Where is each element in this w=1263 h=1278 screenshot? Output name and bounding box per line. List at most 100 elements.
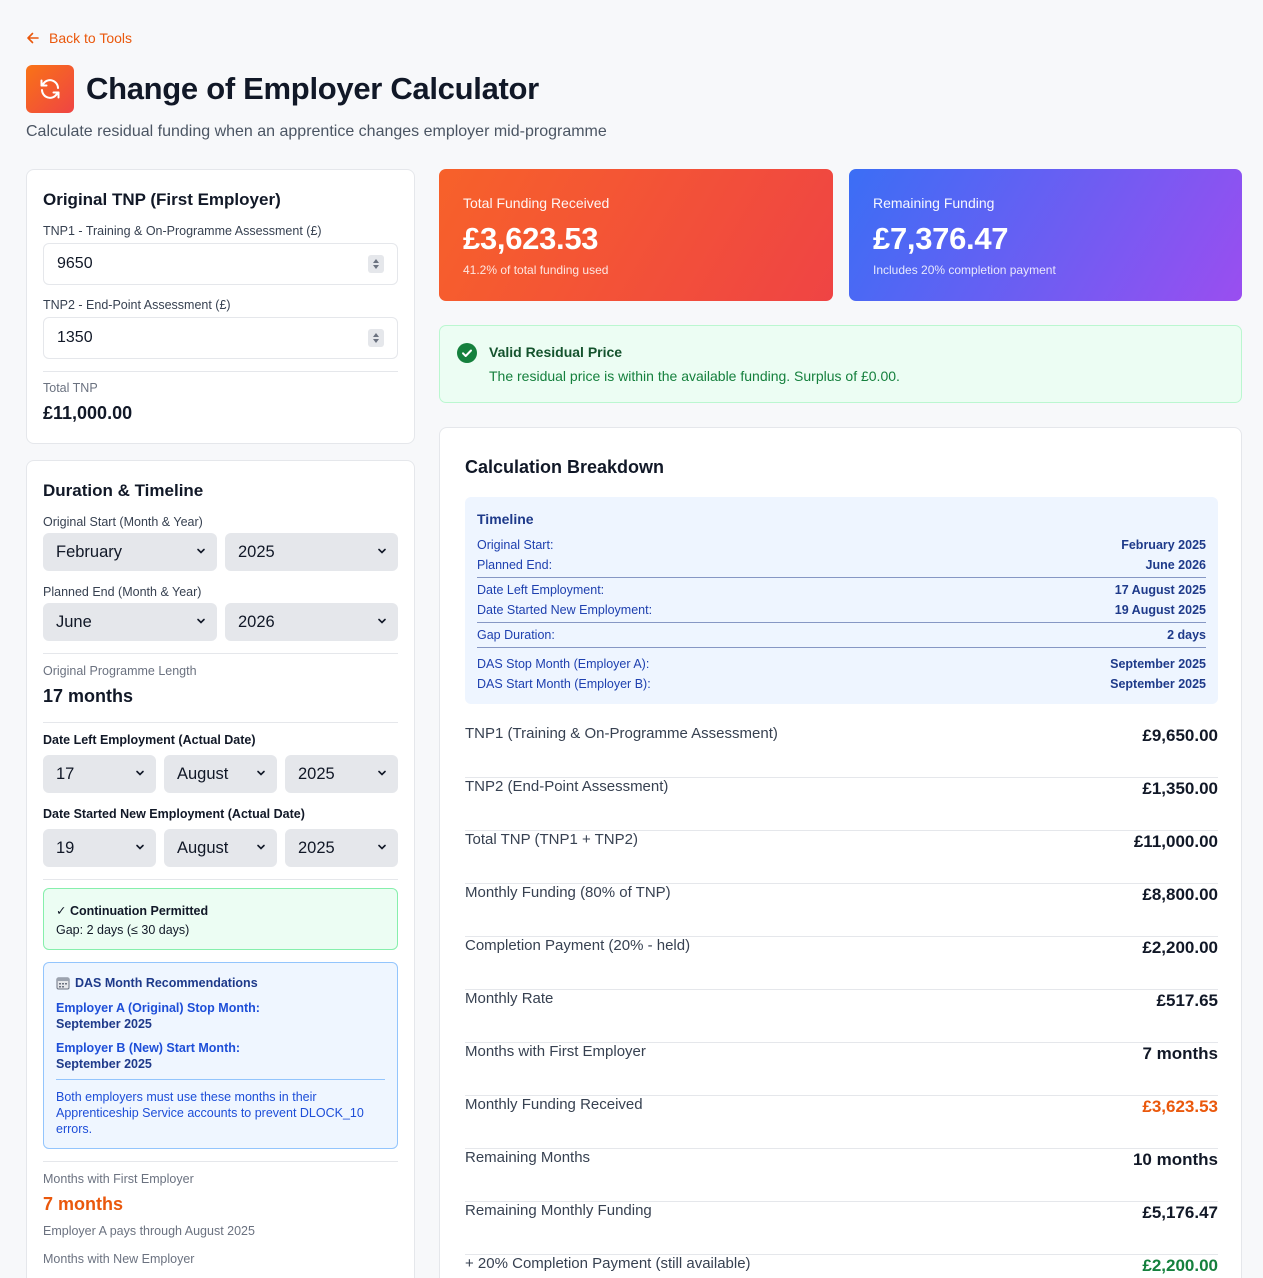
left-month-select[interactable]: August — [164, 755, 277, 793]
length-value: 17 months — [43, 686, 134, 706]
timeline-row: DAS Start Month (Employer B): September 2… — [477, 677, 1206, 691]
total-tnp-value: £11,000.00 — [43, 403, 133, 423]
valid-residual-alert: Valid Residual Price The residual price … — [439, 325, 1242, 403]
breakdown-row-completion-available: + 20% Completion Payment (still availabl… — [465, 1255, 1218, 1275]
divider — [43, 371, 398, 372]
length-label: Original Programme Length — [43, 664, 197, 678]
breakdown-row-funding-received: Monthly Funding Received £3,623.53 — [465, 1096, 1218, 1149]
breakdown-row-monthly-rate: Monthly Rate £517.65 — [465, 990, 1218, 1043]
breakdown-title: Calculation Breakdown — [465, 457, 665, 477]
chevron-down-icon — [378, 618, 386, 624]
duration-card: Duration & Timeline Original Start (Mont… — [26, 460, 415, 1278]
remaining-label: Remaining Funding — [873, 195, 995, 211]
tnp2-input[interactable]: 1350 — [43, 317, 398, 359]
left-month-value: August — [177, 764, 229, 783]
das-note: Both employers must use these months in … — [56, 1090, 364, 1136]
chevron-down-icon — [378, 844, 386, 850]
divider — [43, 722, 398, 723]
months-new-label: Months with New Employer — [43, 1252, 195, 1266]
started-employment-label: Date Started New Employment (Actual Date… — [43, 807, 305, 821]
started-day-select[interactable]: 19 — [43, 829, 156, 867]
breakdown-row-remaining-monthly: Remaining Monthly Funding £5,176.47 — [465, 1202, 1218, 1255]
continuation-title: ✓ Continuation Permitted — [56, 904, 209, 918]
continuation-gap: Gap: 2 days (≤ 30 days) — [56, 923, 190, 937]
chevron-down-icon — [197, 618, 205, 624]
tnp1-label: TNP1 - Training & On-Programme Assessmen… — [43, 224, 322, 238]
received-label: Total Funding Received — [463, 195, 610, 211]
chevron-down-icon — [378, 548, 386, 554]
start-year-value: 2025 — [238, 542, 275, 561]
end-month-value: June — [56, 612, 92, 631]
tnp2-label: TNP2 - End-Point Assessment (£) — [43, 298, 231, 312]
started-month-select[interactable]: August — [164, 829, 277, 867]
breakdown-row-completion-payment: Completion Payment (20% - held) £2,200.00 — [465, 937, 1218, 990]
breakdown-row-total-tnp: Total TNP (TNP1 + TNP2) £11,000.00 — [465, 831, 1218, 884]
start-year-select[interactable]: 2025 — [225, 533, 398, 571]
start-label: Original Start (Month & Year) — [43, 515, 203, 529]
calendar-icon — [56, 977, 70, 990]
timeline-row: Date Left Employment: 17 August 2025 — [477, 583, 1206, 597]
chevron-down-icon — [136, 770, 144, 776]
timeline-box: Timeline Original Start: February 2025 Pl… — [465, 497, 1218, 704]
continuation-box: ✓ Continuation Permitted Gap: 2 days (≤ … — [43, 888, 398, 950]
page-title: Change of Employer Calculator — [86, 71, 539, 106]
received-value: £3,623.53 — [463, 221, 599, 256]
left-year-value: 2025 — [298, 764, 335, 783]
das-b-label: Employer B (New) Start Month: — [56, 1041, 241, 1055]
remaining-sub: Includes 20% completion payment — [873, 263, 1056, 277]
divider — [56, 1079, 385, 1080]
end-year-value: 2026 — [238, 612, 275, 631]
chevron-down-icon — [136, 844, 144, 850]
refresh-icon — [26, 65, 74, 113]
started-year-value: 2025 — [298, 838, 335, 857]
das-a-value: September 2025 — [56, 1017, 152, 1031]
chevron-down-icon — [197, 548, 205, 554]
tnp1-value: 9650 — [57, 255, 93, 272]
breakdown-row-tnp1: TNP1 (Training & On-Programme Assessment… — [465, 725, 1218, 778]
started-day-value: 19 — [56, 838, 75, 857]
tnp1-spinner[interactable] — [368, 255, 384, 273]
total-funding-received-card: Total Funding Received £3,623.53 41.2% o… — [439, 169, 833, 301]
chevron-down-icon — [257, 844, 265, 850]
divider — [477, 622, 1206, 623]
das-recommendations-box: DAS Month Recommendations Employer A (Or… — [43, 962, 398, 1149]
breakdown-row-tnp2: TNP2 (End-Point Assessment) £1,350.00 — [465, 778, 1218, 831]
chevron-down-icon — [378, 770, 386, 776]
timeline-row: Original Start: February 2025 — [477, 538, 1206, 552]
check-circle-icon — [457, 343, 477, 363]
started-month-value: August — [177, 838, 229, 857]
breakdown-row-remaining-months: Remaining Months 10 months — [465, 1149, 1218, 1202]
valid-message: The residual price is within the availab… — [489, 368, 900, 384]
started-year-select[interactable]: 2025 — [285, 829, 398, 867]
divider — [43, 879, 398, 880]
timeline-row: Gap Duration: 2 days — [477, 628, 1206, 642]
timeline-row: Planned End: June 2026 — [477, 558, 1206, 572]
divider — [477, 577, 1206, 578]
arrow-left-icon — [27, 32, 39, 44]
timeline-title: Timeline — [477, 511, 534, 527]
divider — [43, 653, 398, 654]
left-year-select[interactable]: 2025 — [285, 755, 398, 793]
tnp1-input[interactable]: 9650 — [43, 243, 398, 285]
tnp-card: Original TNP (First Employer) TNP1 - Tra… — [26, 169, 415, 444]
das-title: DAS Month Recommendations — [75, 976, 258, 990]
back-to-tools-link[interactable]: Back to Tools — [26, 30, 132, 46]
remaining-value: £7,376.47 — [873, 221, 1009, 256]
remaining-funding-card: Remaining Funding £7,376.47 Includes 20%… — [849, 169, 1242, 301]
received-sub: 41.2% of total funding used — [463, 263, 609, 277]
left-employment-label: Date Left Employment (Actual Date) — [43, 733, 256, 747]
chevron-down-icon — [257, 770, 265, 776]
end-year-select[interactable]: 2026 — [225, 603, 398, 641]
tnp-card-title: Original TNP (First Employer) — [43, 190, 281, 209]
tnp2-value: 1350 — [57, 329, 93, 346]
divider — [477, 647, 1206, 648]
page-header: Change of Employer Calculator — [26, 65, 539, 113]
total-tnp-label: Total TNP — [43, 381, 98, 395]
das-a-label: Employer A (Original) Stop Month: — [56, 1001, 260, 1015]
left-day-select[interactable]: 17 — [43, 755, 156, 793]
end-month-select[interactable]: June — [43, 603, 217, 641]
tnp2-spinner[interactable] — [368, 329, 384, 347]
divider — [43, 1161, 398, 1162]
breakdown-row-months-first: Months with First Employer 7 months — [465, 1043, 1218, 1096]
start-month-select[interactable]: February — [43, 533, 217, 571]
